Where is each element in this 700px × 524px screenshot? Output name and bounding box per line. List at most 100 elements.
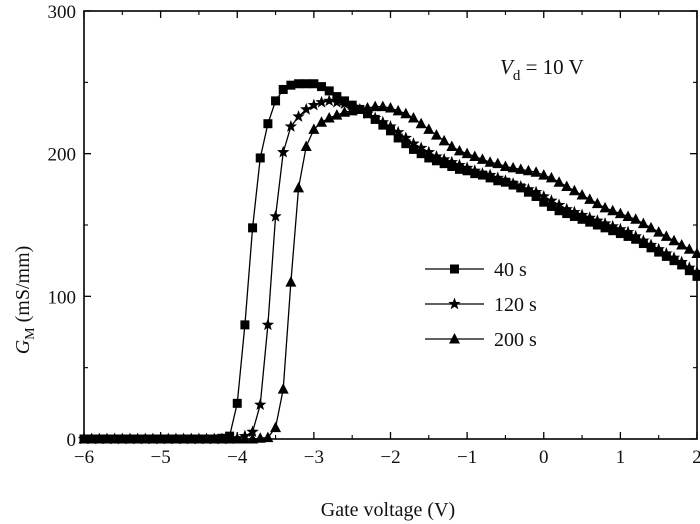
data-point-40-s bbox=[608, 226, 618, 236]
annotation-rest: = 10 V bbox=[520, 55, 583, 79]
legend-label: 120 s bbox=[494, 294, 537, 316]
x-tick-label: −6 bbox=[74, 447, 94, 468]
annotation-main: V bbox=[500, 55, 515, 79]
data-point-40-s bbox=[539, 197, 549, 207]
y-tick-label: 300 bbox=[48, 2, 77, 23]
data-point-200-s bbox=[430, 129, 442, 140]
data-point-40-s bbox=[378, 120, 388, 130]
data-point-200-s bbox=[530, 166, 542, 177]
data-point-120-s bbox=[652, 242, 665, 255]
legend-item-200-s: 200 s bbox=[425, 329, 537, 351]
data-point-40-s bbox=[554, 206, 564, 216]
data-point-120-s bbox=[514, 179, 527, 192]
data-point-40-s bbox=[485, 173, 495, 183]
legend-label: 200 s bbox=[494, 329, 537, 351]
data-point-120-s bbox=[491, 171, 504, 184]
data-point-120-s bbox=[644, 238, 658, 251]
data-point-200-s bbox=[407, 112, 419, 123]
data-point-200-s bbox=[599, 201, 611, 213]
data-point-40-s bbox=[669, 256, 679, 266]
data-point-200-s bbox=[277, 383, 289, 394]
data-point-40-s bbox=[569, 211, 579, 221]
data-point-120-s bbox=[591, 214, 604, 226]
data-point-40-s bbox=[309, 79, 319, 89]
data-point-120-s bbox=[338, 97, 351, 109]
data-point-120-s bbox=[422, 145, 435, 158]
x-axis-label: Gate voltage (V) bbox=[321, 499, 455, 521]
data-point-40-s bbox=[286, 80, 296, 90]
data-point-200-s bbox=[576, 189, 588, 200]
data-point-200-s bbox=[476, 153, 488, 164]
data-point-40-s bbox=[416, 149, 426, 159]
data-point-120-s bbox=[445, 155, 458, 168]
data-point-120-s bbox=[522, 182, 535, 195]
data-point-40-s bbox=[401, 139, 411, 149]
data-point-200-s bbox=[484, 156, 496, 167]
y-tick-label: 100 bbox=[48, 287, 77, 308]
data-point-120-s bbox=[376, 115, 390, 128]
data-point-40-s bbox=[255, 153, 265, 163]
data-point-120-s bbox=[292, 110, 305, 122]
data-point-200-s bbox=[499, 160, 511, 172]
y-axis-label-unit: (mS/mm) bbox=[12, 246, 34, 328]
data-point-200-s bbox=[316, 116, 328, 127]
series-line-200-s bbox=[84, 105, 698, 440]
data-point-40-s bbox=[615, 229, 625, 239]
series-line-40-s bbox=[84, 83, 698, 440]
data-point-40-s bbox=[661, 251, 671, 261]
data-point-200-s bbox=[584, 193, 596, 204]
data-point-40-s bbox=[646, 243, 656, 253]
x-tick-label: −5 bbox=[151, 447, 171, 468]
data-point-200-s bbox=[522, 164, 534, 176]
data-point-200-s bbox=[461, 147, 473, 159]
data-point-120-s bbox=[621, 225, 635, 238]
data-point-200-s bbox=[308, 123, 320, 134]
data-point-40-s bbox=[638, 239, 648, 249]
data-point-40-s bbox=[431, 156, 441, 166]
data-point-200-s bbox=[553, 176, 565, 187]
data-point-200-s bbox=[285, 276, 297, 287]
data-point-200-s bbox=[423, 123, 435, 134]
data-point-40-s bbox=[294, 79, 304, 89]
data-point-200-s bbox=[254, 432, 266, 443]
data-point-120-s bbox=[675, 255, 688, 268]
data-point-120-s bbox=[246, 425, 259, 438]
data-point-40-s bbox=[684, 266, 694, 276]
data-point-40-s bbox=[562, 209, 572, 219]
data-point-120-s bbox=[269, 209, 282, 222]
data-point-120-s bbox=[430, 150, 443, 162]
data-point-200-s bbox=[568, 184, 580, 196]
data-point-120-s bbox=[368, 111, 382, 124]
x-tick-label: 1 bbox=[616, 447, 626, 468]
data-point-200-s bbox=[676, 238, 688, 250]
data-point-120-s bbox=[537, 189, 550, 202]
data-point-200-s bbox=[446, 140, 458, 152]
legend-marker-200-s bbox=[449, 333, 460, 344]
data-point-120-s bbox=[575, 208, 589, 221]
data-point-40-s bbox=[470, 169, 480, 179]
data-point-40-s bbox=[462, 166, 472, 176]
data-point-200-s bbox=[331, 109, 343, 120]
axes-layer: −6 −5 −4 −3 −2 −1 0 1 2 0 100 200 300 bbox=[48, 2, 700, 468]
data-point-120-s bbox=[307, 98, 321, 111]
data-point-200-s bbox=[545, 171, 557, 183]
data-point-40-s bbox=[600, 223, 610, 233]
x-tick-label: −1 bbox=[457, 447, 477, 468]
series-40-s bbox=[79, 79, 700, 444]
data-point-40-s bbox=[447, 162, 457, 172]
data-point-120-s bbox=[330, 95, 344, 108]
data-point-40-s bbox=[408, 144, 418, 154]
data-point-120-s bbox=[361, 107, 374, 119]
data-point-40-s bbox=[263, 119, 273, 129]
data-point-200-s bbox=[453, 144, 465, 156]
data-point-40-s bbox=[324, 86, 334, 96]
data-point-120-s bbox=[476, 167, 489, 179]
series-layer bbox=[78, 79, 700, 445]
data-point-200-s bbox=[377, 100, 389, 112]
legend-item-120-s: 120 s bbox=[425, 294, 537, 316]
data-point-40-s bbox=[232, 398, 242, 408]
data-point-200-s bbox=[300, 140, 312, 152]
data-point-200-s bbox=[645, 221, 657, 233]
y-axis-label: GM (mS/mm) bbox=[12, 246, 38, 355]
data-point-120-s bbox=[629, 229, 642, 242]
